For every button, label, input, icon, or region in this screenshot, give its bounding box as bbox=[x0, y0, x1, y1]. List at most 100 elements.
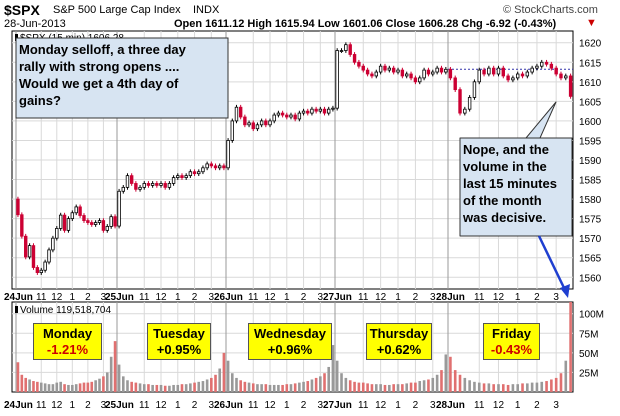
candle-body bbox=[125, 175, 130, 188]
volume-bar bbox=[477, 382, 481, 392]
volume-bar bbox=[401, 384, 404, 392]
volume-bar bbox=[51, 384, 55, 392]
volume-bar bbox=[473, 381, 476, 392]
volume-bar bbox=[422, 380, 426, 392]
candle-body bbox=[97, 220, 102, 223]
candle-body bbox=[101, 220, 106, 231]
candle-body bbox=[285, 114, 289, 118]
x-tick-label: 11 bbox=[248, 292, 259, 303]
x-tick-label: 28Jun bbox=[436, 400, 465, 411]
volume-bar bbox=[226, 360, 230, 392]
candle-body bbox=[344, 44, 348, 51]
volume-bar bbox=[487, 383, 491, 392]
volume-bar bbox=[159, 384, 163, 392]
day-name: Tuesday bbox=[153, 326, 205, 341]
candle-body bbox=[121, 186, 125, 192]
volume-bar bbox=[468, 380, 471, 392]
candle-body bbox=[201, 167, 205, 173]
ohlc-summary: Open 1611.12 High 1615.94 Low 1601.06 Cl… bbox=[174, 18, 557, 30]
volume-bar bbox=[323, 373, 326, 392]
volume-bar bbox=[32, 381, 35, 392]
x-tick-label: 1 bbox=[284, 292, 290, 303]
candle-body bbox=[222, 165, 226, 169]
volume-bar bbox=[210, 377, 213, 392]
day-name: Thursday bbox=[369, 326, 429, 341]
candle-body bbox=[467, 97, 472, 110]
candle-body bbox=[142, 183, 146, 188]
volume-bar bbox=[168, 385, 171, 392]
candle-body bbox=[506, 75, 510, 81]
candle-body bbox=[105, 226, 109, 231]
volume-bar bbox=[260, 384, 263, 392]
volume-bar bbox=[272, 384, 276, 392]
volume-bar bbox=[90, 381, 94, 392]
volume-bar bbox=[463, 377, 467, 392]
x-tick-label: 1 bbox=[70, 292, 76, 303]
volume-bar bbox=[251, 383, 255, 392]
volume-bar bbox=[268, 384, 272, 392]
candle-body bbox=[31, 245, 36, 268]
candle-body bbox=[554, 67, 558, 75]
candle-body bbox=[43, 261, 47, 271]
candle-body bbox=[520, 73, 525, 77]
volume-bar bbox=[435, 374, 439, 392]
candle-body bbox=[331, 107, 335, 110]
exchange-label: INDX bbox=[193, 4, 220, 16]
candle-body bbox=[458, 89, 462, 114]
x-tick-label: 12 bbox=[155, 400, 167, 411]
volume-bar bbox=[340, 373, 343, 392]
candle-body bbox=[516, 73, 520, 79]
volume-bar bbox=[78, 383, 82, 392]
candle-body bbox=[58, 214, 63, 229]
volume-bar bbox=[222, 352, 226, 392]
price-axis-label: 1615 bbox=[579, 58, 602, 69]
volume-bar bbox=[530, 382, 534, 392]
price-axis-label: 1560 bbox=[579, 273, 602, 284]
volume-bar bbox=[554, 377, 558, 392]
x-tick-label: 1 bbox=[70, 400, 76, 411]
x-tick-label: 1 bbox=[395, 292, 401, 303]
x-tick-label: 3 bbox=[318, 292, 324, 303]
volume-bar bbox=[197, 381, 201, 392]
symbol-title: $SPX bbox=[4, 2, 40, 18]
volume-bar bbox=[172, 384, 175, 392]
candle-body bbox=[209, 163, 214, 167]
candle-body bbox=[35, 267, 40, 273]
x-tick-label: 2 bbox=[192, 400, 198, 411]
x-tick-label: 12 bbox=[51, 292, 63, 303]
candle-body bbox=[180, 175, 184, 178]
volume-bar bbox=[155, 384, 159, 392]
candle-body bbox=[66, 218, 71, 231]
x-tick-label: 3 bbox=[553, 400, 559, 411]
x-tick-label: 2 bbox=[413, 400, 419, 411]
price-axis-label: 1600 bbox=[579, 117, 602, 128]
volume-bar bbox=[201, 381, 205, 392]
candle-body bbox=[335, 50, 339, 109]
candle-body bbox=[188, 171, 193, 177]
candle-body bbox=[525, 71, 530, 77]
candle-body bbox=[247, 122, 251, 126]
volume-bar bbox=[449, 356, 452, 392]
volume-legend: Volume 119,518,704 bbox=[20, 305, 111, 316]
candle-body bbox=[93, 222, 98, 225]
x-tick-label: 3 bbox=[318, 400, 324, 411]
x-tick-label: 11 bbox=[139, 292, 150, 303]
volume-bar bbox=[453, 370, 457, 392]
answer-line: last 15 minutes bbox=[463, 176, 557, 191]
x-tick-label: 25Jun bbox=[105, 400, 134, 411]
answer-line: Nope, and the bbox=[463, 142, 549, 157]
day-box-wednesday: Wednesday +0.96% bbox=[248, 323, 332, 360]
chart-date: 28-Jun-2013 bbox=[4, 18, 66, 30]
x-tick-label: 25Jun bbox=[105, 292, 134, 303]
candle-body bbox=[477, 69, 481, 83]
x-tick-label: 2 bbox=[301, 400, 307, 411]
candle-body bbox=[280, 112, 285, 116]
candle-body bbox=[218, 165, 222, 169]
question-line: Monday selloff, a three day bbox=[19, 42, 186, 57]
candle-body bbox=[27, 245, 32, 258]
question-line: rally with strong opens .... bbox=[19, 59, 180, 74]
volume-bar bbox=[559, 373, 563, 392]
candle-body bbox=[163, 183, 167, 188]
